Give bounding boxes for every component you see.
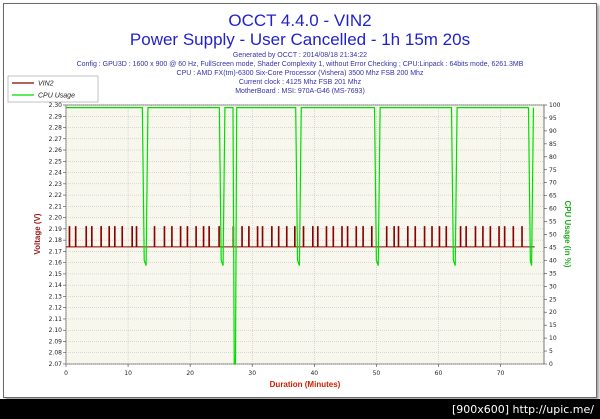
grid-layer [65, 104, 544, 365]
y-left-tick-label: 2.25 [49, 158, 63, 165]
y-right-tick-label: 15 [549, 322, 557, 329]
x-axis-title: Duration (Minutes) [270, 380, 341, 389]
legend-box [7, 75, 99, 103]
y-left-tick-label: 2.30 [49, 102, 63, 109]
y-left-tick-label: 2.19 [49, 226, 63, 233]
x-tick-label: 20 [186, 370, 194, 377]
info-config: Config : GPU3D : 1600 x 900 @ 60 Hz, Ful… [77, 61, 524, 68]
y-right-tick-label: 30 [549, 283, 557, 290]
info-clock: Current clock : 4125 Mhz FSB 201 Mhz [239, 79, 362, 86]
y-left-tick-label: 2.28 [49, 125, 63, 132]
watermark-bar: [900x600] http://upic.me/ [0, 399, 600, 419]
y-left-tick-label: 2.27 [49, 136, 63, 143]
plot-area [65, 104, 545, 365]
y-right-tick-label: 70 [549, 180, 557, 187]
y-right-tick-label: 85 [549, 141, 557, 148]
y-left-tick-label: 2.22 [49, 192, 63, 199]
x-tick-label: 30 [248, 370, 256, 377]
y-left-tick-label: 2.21 [49, 203, 63, 210]
y-axis-left-title: Voltage (V) [33, 213, 42, 255]
y-left-tick-label: 2.18 [49, 237, 63, 244]
y-axis-right-title: CPU Usage (in %) [563, 200, 572, 267]
y-right-tick-label: 50 [549, 232, 557, 239]
y-right-tick-label: 20 [549, 309, 557, 316]
y-right-tick-label: 80 [549, 154, 557, 161]
y-left-tick-label: 2.23 [49, 181, 63, 188]
chart-subtitle: Power Supply - User Cancelled - 1h 15m 2… [130, 30, 470, 49]
y-right-tick-label: 5 [549, 348, 553, 355]
y-left-tick-label: 2.12 [49, 305, 63, 312]
y-right-tick-label: 95 [549, 115, 557, 122]
x-tick-label: 60 [435, 370, 443, 377]
info-generated: Generated by OCCT : 2014/08/18 21:34:22 [233, 52, 367, 59]
axis-layer: 2.07 2.08 2.09 2.10 2.11 2.12 2.13 2.14 2.15 2.16… [49, 102, 561, 377]
y-left-tick-label: 2.17 [49, 248, 63, 255]
y-right-tick-label: 40 [549, 257, 557, 264]
x-tick-label: 0 [64, 370, 68, 377]
y-left-tick-label: 2.20 [49, 215, 63, 222]
info-cpu: CPU : AMD FX(tm)-6300 Six-Core Processor… [177, 70, 424, 77]
x-tick-label: 70 [497, 370, 505, 377]
y-left-tick-label: 2.07 [49, 361, 63, 368]
y-right-tick-label: 75 [549, 167, 557, 174]
legend-label-cpu-usage: CPU Usage [38, 93, 75, 100]
y-left-tick-label: 2.24 [49, 170, 63, 177]
y-left-tick-label: 2.14 [49, 282, 63, 289]
y-left-tick-label: 2.26 [49, 147, 63, 154]
y-left-tick-label: 2.08 [49, 350, 63, 357]
y-right-tick-label: 90 [549, 128, 557, 135]
y-left-tick-label: 2.16 [49, 260, 63, 267]
y-right-tick-label: 55 [549, 219, 557, 226]
y-left-tick-label: 2.09 [49, 338, 63, 345]
y-left-tick-label: 2.13 [49, 293, 63, 300]
x-tick-label: 40 [310, 370, 318, 377]
series-line-cpu-usage [66, 106, 535, 365]
chart-canvas: OCCT 4.4.0 - VIN2 Power Supply - User Ca… [7, 11, 572, 389]
info-motherboard: MotherBoard : MSI: 970A-G46 (MS-7693) [235, 88, 365, 95]
x-tick-label: 50 [373, 370, 381, 377]
watermark-text: [900x600] http://upic.me/ [451, 402, 594, 416]
x-tick-label: 10 [124, 370, 132, 377]
y-left-tick-label: 2.10 [49, 327, 63, 334]
y-right-tick-label: 45 [549, 244, 557, 251]
chart-frame: OCCT 4.4.0 - VIN2 Power Supply - User Ca… [3, 3, 597, 398]
y-left-tick-label: 2.29 [49, 113, 63, 120]
y-left-tick-label: 2.15 [49, 271, 63, 278]
y-right-tick-label: 0 [549, 361, 553, 368]
y-right-tick-label: 10 [549, 335, 557, 342]
y-right-tick-label: 100 [549, 102, 561, 109]
legend-label-vin2: VIN2 [38, 81, 54, 88]
series-layer [66, 106, 535, 365]
chart-title: OCCT 4.4.0 - VIN2 [228, 11, 371, 30]
y-right-tick-label: 60 [549, 206, 557, 213]
y-right-tick-label: 25 [549, 296, 557, 303]
y-left-tick-label: 2.11 [49, 316, 63, 323]
y-right-tick-label: 65 [549, 193, 557, 200]
y-right-tick-label: 35 [549, 270, 557, 277]
